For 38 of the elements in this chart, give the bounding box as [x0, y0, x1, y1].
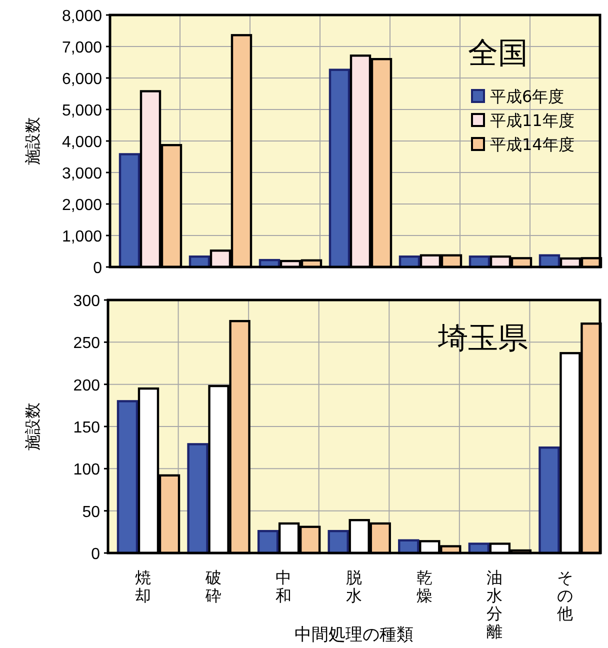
y-axis-title: 施設数 — [23, 402, 42, 450]
x-tick-label: その他 — [556, 568, 573, 623]
legend-label: 平成6年度 — [490, 87, 564, 106]
y-tick-label: 1,000 — [62, 228, 102, 246]
y-tick-label: 6,000 — [62, 71, 102, 88]
y-tick-label: 0 — [93, 260, 102, 277]
y-axis-title: 施設数 — [23, 117, 42, 165]
bar — [116, 400, 138, 554]
x-tick-label: 中和 — [276, 568, 292, 605]
bar — [328, 68, 350, 268]
legend-label: 平成11年度 — [490, 111, 574, 130]
y-tick-label: 300 — [73, 293, 100, 310]
x-tick-label: 脱水 — [346, 568, 362, 605]
legend-label: 平成14年度 — [490, 135, 574, 154]
y-tick-label: 3,000 — [62, 166, 102, 182]
x-tick-label: 油水分離 — [486, 568, 503, 641]
text: 全国 — [468, 36, 528, 71]
y-tick-label: 50 — [82, 504, 100, 521]
y-tick-label: 250 — [73, 335, 100, 352]
x-tick-label: 乾燥 — [416, 568, 432, 605]
x-tick-label: 破砕 — [204, 568, 222, 605]
y-tick-label: 150 — [73, 420, 100, 436]
y-tick-label: 7,000 — [62, 40, 102, 56]
y-tick-label: 2,000 — [62, 197, 102, 214]
y-tick-label: 100 — [73, 462, 100, 479]
y-tick-label: 5,000 — [62, 102, 102, 120]
y-tick-label: 0 — [91, 546, 100, 563]
y-tick-label: 8,000 — [62, 8, 102, 25]
text: 埼玉県 — [437, 321, 528, 356]
bar — [187, 443, 208, 554]
x-axis-title: 中間処理の種類 — [294, 625, 414, 645]
y-tick-label: 200 — [73, 377, 100, 394]
bar — [257, 530, 279, 554]
y-tick-label: 4,000 — [62, 134, 102, 151]
bar — [118, 153, 140, 268]
bar — [538, 446, 560, 554]
x-tick-label: 焼却 — [135, 568, 152, 605]
bar — [328, 530, 349, 554]
